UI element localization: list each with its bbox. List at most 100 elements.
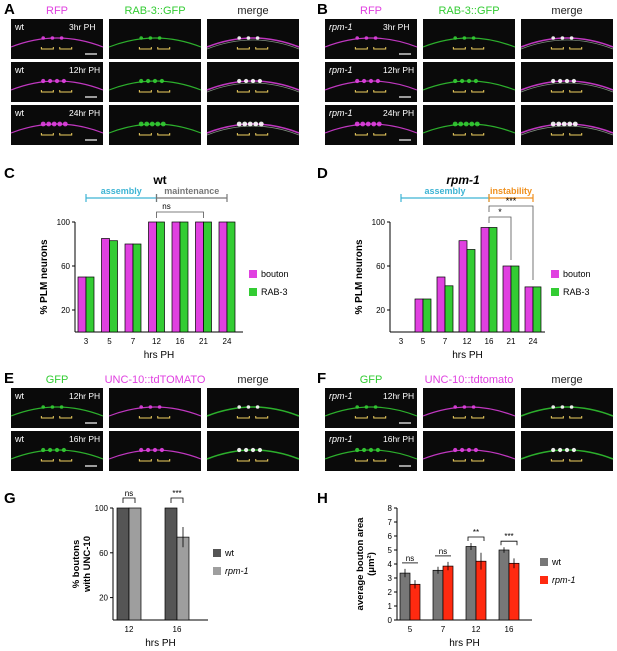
bar xyxy=(124,243,134,333)
legend-label: rpm-1 xyxy=(552,575,576,585)
bar xyxy=(85,276,95,333)
micrograph xyxy=(207,105,299,145)
bouton-bracket xyxy=(138,416,152,419)
bouton-bracket xyxy=(40,133,54,136)
bouton-bracket xyxy=(236,459,250,462)
punctum xyxy=(561,121,567,127)
panel-letter-C: C xyxy=(4,165,15,182)
y-tick-label: 60 xyxy=(61,262,70,271)
punctum xyxy=(564,78,570,84)
punctum xyxy=(139,447,144,453)
x-tick-label: 21 xyxy=(507,337,516,346)
bouton-bracket xyxy=(373,47,387,50)
punctum xyxy=(51,121,57,127)
x-tick-label: 16 xyxy=(176,337,185,346)
y-tick-label: 60 xyxy=(376,262,385,271)
significance-bracket xyxy=(170,497,184,503)
channel-label: GFP xyxy=(46,374,69,386)
punctum xyxy=(551,447,556,453)
punctum xyxy=(567,121,573,127)
bouton-bracket xyxy=(157,90,171,93)
bouton-bracket xyxy=(354,416,368,419)
punctum xyxy=(61,447,66,453)
bouton-bracket xyxy=(569,90,583,93)
bar xyxy=(77,276,87,333)
legend-swatch xyxy=(213,549,221,557)
punctum xyxy=(237,36,241,40)
x-axis-label: hrs PH xyxy=(452,350,483,361)
y-axis-label: (μm²) xyxy=(366,552,377,576)
bar xyxy=(422,298,432,333)
bar xyxy=(480,227,490,333)
micrograph xyxy=(109,388,201,428)
genotype-label: rpm-1 xyxy=(329,391,353,401)
y-tick-label: 4 xyxy=(388,560,393,569)
timepoint-label: 16hr PH xyxy=(383,434,414,444)
x-tick-label: 5 xyxy=(421,337,426,346)
phase-label: instability xyxy=(490,186,532,196)
bar xyxy=(475,560,487,621)
bouton-bracket xyxy=(550,47,564,50)
x-tick-label: 24 xyxy=(223,337,232,346)
bouton-bracket xyxy=(138,47,152,50)
micrograph xyxy=(207,19,299,59)
punctum xyxy=(61,78,66,84)
punctum xyxy=(41,405,45,409)
punctum xyxy=(157,36,162,40)
x-tick-label: 3 xyxy=(84,337,89,346)
bar xyxy=(132,243,142,333)
punctum xyxy=(355,405,360,409)
bouton-bracket xyxy=(354,90,368,93)
punctum xyxy=(54,447,60,453)
channel-label: UNC-10::tdTOMATO xyxy=(105,374,206,386)
bouton-bracket xyxy=(40,47,54,50)
channel-label: UNC-10::tdtomato xyxy=(425,374,514,386)
punctum xyxy=(473,78,478,84)
genotype-label: rpm-1 xyxy=(329,434,353,444)
bar xyxy=(226,221,236,333)
bar xyxy=(218,221,228,333)
legend-label: bouton xyxy=(261,269,289,279)
punctum xyxy=(244,78,249,84)
significance-label: ns xyxy=(125,489,133,498)
bar xyxy=(502,265,512,333)
punctum xyxy=(569,405,574,409)
punctum xyxy=(453,36,458,40)
bouton-bracket xyxy=(157,459,171,462)
phase-label: assembly xyxy=(424,186,465,196)
punctum xyxy=(255,36,260,40)
x-tick-label: 7 xyxy=(443,337,448,346)
bar xyxy=(195,221,204,333)
punctum xyxy=(146,447,151,453)
punctum xyxy=(371,121,377,127)
bouton-bracket xyxy=(452,47,466,50)
axon-signal xyxy=(324,37,418,48)
y-tick-label: 8 xyxy=(388,504,393,513)
bouton-bracket xyxy=(40,459,54,462)
genotype-label: wt xyxy=(14,108,24,118)
panel-letter-E: E xyxy=(4,370,14,387)
y-tick-label: 5 xyxy=(388,546,393,555)
bouton-bracket xyxy=(255,133,269,136)
axon-signal xyxy=(108,37,202,48)
punctum xyxy=(556,121,562,127)
axon-signal xyxy=(108,406,202,417)
bouton-bracket xyxy=(471,459,485,462)
axon-signal xyxy=(520,123,614,134)
micrograph xyxy=(11,105,103,145)
punctum xyxy=(471,36,476,40)
punctum xyxy=(159,78,164,84)
y-axis-label: average bouton area xyxy=(355,517,366,611)
bar xyxy=(203,221,212,333)
significance-bracket xyxy=(488,216,512,260)
bouton-bracket xyxy=(452,416,466,419)
x-tick-label: 16 xyxy=(173,625,182,634)
punctum xyxy=(54,78,60,84)
y-tick-label: 6 xyxy=(388,532,393,541)
axon-signal xyxy=(324,123,418,134)
punctum xyxy=(362,78,367,84)
timepoint-label: 16hr PH xyxy=(69,434,100,444)
axon-signal xyxy=(108,123,202,134)
axon-signal xyxy=(520,125,614,136)
punctum xyxy=(473,447,478,453)
